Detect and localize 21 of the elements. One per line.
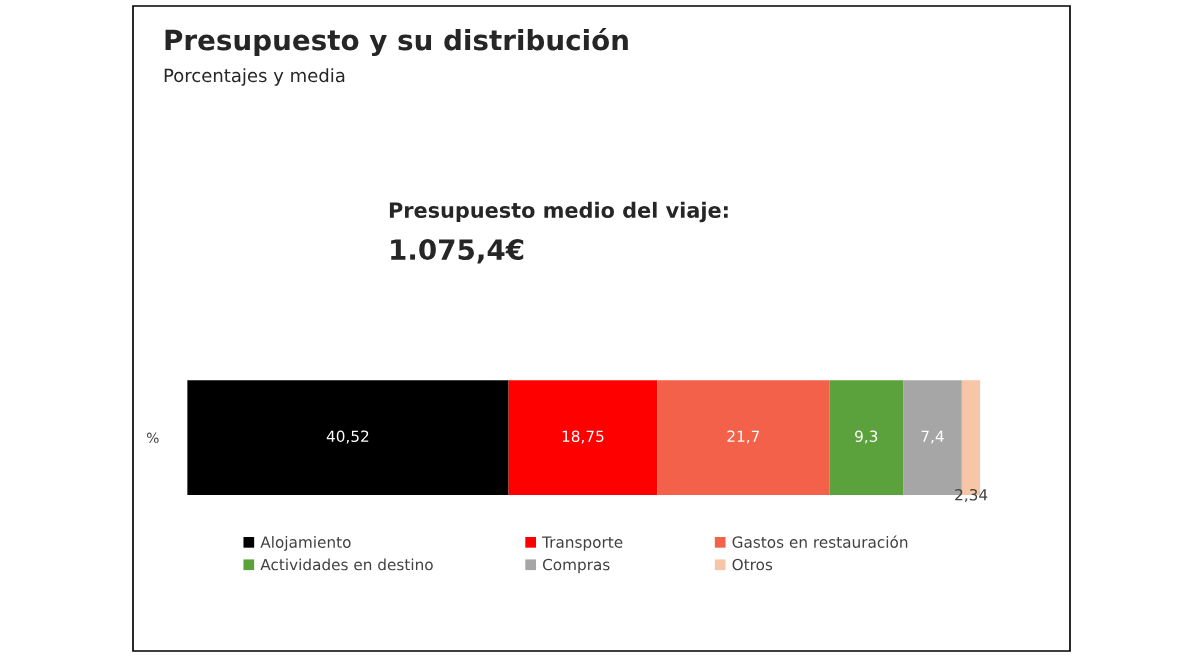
chart-title: Presupuesto y su distribución bbox=[165, 27, 628, 57]
legend-label: Compras bbox=[542, 558, 610, 574]
legend-label: Otros bbox=[732, 558, 773, 571]
legend-label: Gastos en restauración bbox=[732, 535, 908, 548]
chart-subtitle: Porcentajes y media bbox=[164, 68, 345, 86]
data-label: 7,4 bbox=[921, 430, 944, 444]
text: 1.075,4€ bbox=[391, 239, 524, 264]
data-label: 2,34 bbox=[955, 489, 988, 503]
bar bbox=[187, 380, 509, 495]
data-label: 9,3 bbox=[855, 430, 878, 444]
legend-label: Actividades en destino bbox=[260, 558, 433, 571]
data-label: 21,7 bbox=[727, 430, 760, 444]
legend-label: Transporte bbox=[542, 536, 623, 551]
y-tick-label: % bbox=[146, 432, 159, 444]
bar bbox=[829, 380, 904, 495]
bar bbox=[657, 380, 830, 495]
legend-label: Alojamiento bbox=[260, 536, 351, 551]
data-label: 18,75 bbox=[562, 430, 604, 444]
text: Presupuesto medio del viaje: bbox=[389, 201, 728, 223]
data-label: 40,52 bbox=[326, 430, 369, 444]
bar bbox=[508, 380, 658, 495]
